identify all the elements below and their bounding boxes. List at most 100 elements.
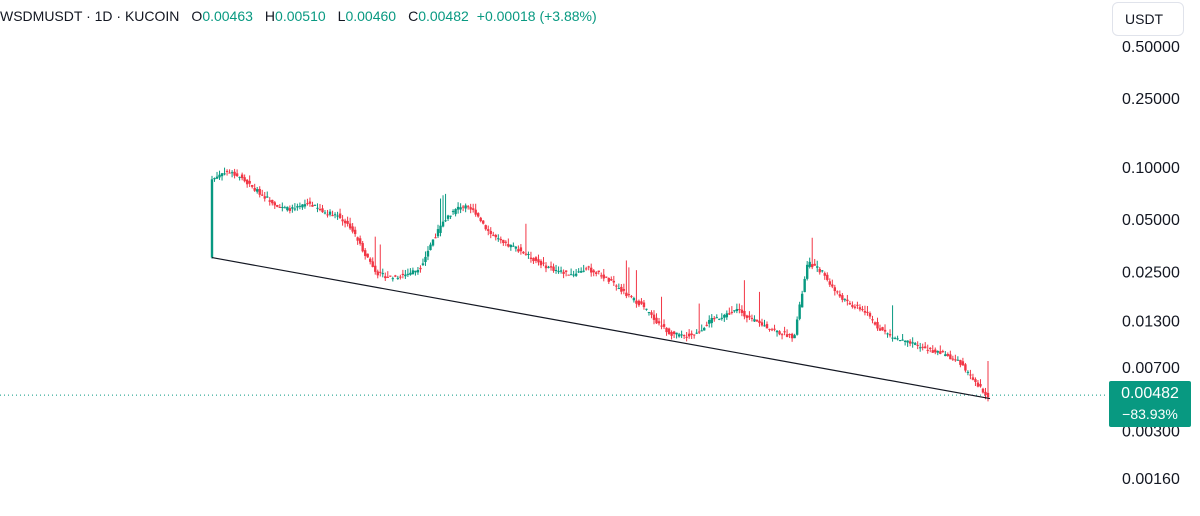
candle	[306, 198, 309, 206]
candle-body	[248, 180, 251, 184]
candle-body	[951, 358, 955, 360]
candle-body	[456, 206, 460, 210]
candle	[853, 304, 857, 310]
candle-body	[492, 234, 495, 236]
candle-body	[823, 273, 826, 276]
candle-body	[893, 337, 897, 339]
symbol-title[interactable]: WSDMUSDT · 1D · KUCOIN	[0, 8, 180, 24]
candle	[584, 266, 588, 271]
candle-body	[906, 340, 909, 343]
candle	[451, 209, 455, 215]
candle	[780, 333, 784, 340]
candle-body	[537, 259, 540, 263]
candle	[600, 272, 603, 279]
candle-body	[379, 271, 382, 273]
candle	[590, 263, 593, 277]
candle-body	[918, 347, 922, 349]
candle-body	[479, 217, 482, 222]
candle-body	[770, 329, 774, 331]
candle	[954, 354, 957, 362]
candle-body	[562, 271, 565, 274]
candle-body	[939, 351, 942, 354]
candle-body	[976, 382, 980, 387]
candle	[743, 280, 746, 320]
candle	[228, 169, 231, 174]
candle-body	[441, 221, 445, 227]
candle	[755, 319, 759, 322]
candle	[703, 326, 706, 331]
candle	[966, 370, 970, 376]
candle-body	[273, 202, 276, 206]
candle	[876, 317, 879, 331]
candle	[256, 186, 259, 194]
candle-body	[800, 293, 804, 308]
candle	[750, 314, 754, 322]
candle-body	[703, 328, 706, 331]
candle	[532, 257, 535, 264]
candle-body	[283, 207, 287, 209]
candle	[682, 334, 686, 340]
candle	[492, 231, 495, 237]
candle-body	[753, 319, 756, 322]
candle-body	[444, 220, 447, 222]
close-label: C	[408, 8, 419, 24]
candle-body	[956, 359, 960, 361]
candle-body	[934, 349, 937, 353]
candle	[281, 202, 284, 212]
candle	[328, 209, 332, 217]
candle	[986, 360, 990, 402]
candle-body	[692, 334, 696, 336]
candle-body	[313, 204, 317, 206]
candle	[559, 266, 563, 274]
candle-body	[836, 291, 839, 293]
candle-body	[592, 270, 595, 273]
candle	[401, 269, 405, 279]
candle	[444, 193, 447, 223]
currency-button[interactable]: USDT	[1112, 2, 1184, 36]
candle	[358, 235, 362, 246]
candle	[426, 246, 430, 261]
candle-body	[944, 354, 947, 357]
candle-body	[600, 275, 603, 277]
candle	[276, 204, 279, 208]
candle-body	[296, 206, 299, 208]
candle-body	[763, 325, 766, 327]
candle-body	[785, 334, 789, 337]
candle-body	[587, 266, 590, 268]
candle-body	[552, 266, 555, 271]
candle	[793, 333, 796, 339]
candle-body	[502, 239, 505, 244]
candle-body	[798, 304, 801, 319]
candle-body	[215, 176, 219, 179]
candle-body	[233, 171, 236, 176]
candle	[898, 340, 902, 342]
symbol-legend: WSDMUSDT · 1D · KUCOIN O 0.00463 H 0.00510…	[0, 8, 597, 24]
candle-body	[557, 271, 560, 273]
candle	[863, 305, 867, 316]
candle-body	[386, 276, 389, 278]
candle	[449, 215, 452, 220]
candle-body	[625, 292, 628, 297]
candle-body	[916, 344, 919, 346]
price-tick-label: 0.01300	[1122, 313, 1180, 330]
candle-body	[532, 258, 535, 262]
candle	[479, 216, 482, 223]
candle	[753, 315, 756, 322]
candle-body	[288, 208, 292, 211]
candle	[713, 316, 716, 322]
candle	[662, 319, 666, 329]
candle-body	[828, 281, 831, 285]
candle-body	[326, 214, 329, 216]
candle	[888, 329, 892, 338]
candle-body	[612, 280, 616, 283]
candle-body	[584, 268, 588, 270]
candle-body	[416, 269, 420, 273]
candle	[956, 356, 960, 361]
candle	[336, 211, 339, 220]
candle-body	[301, 204, 304, 208]
candle	[896, 335, 899, 341]
candle-body	[775, 330, 779, 333]
candle	[602, 268, 605, 282]
